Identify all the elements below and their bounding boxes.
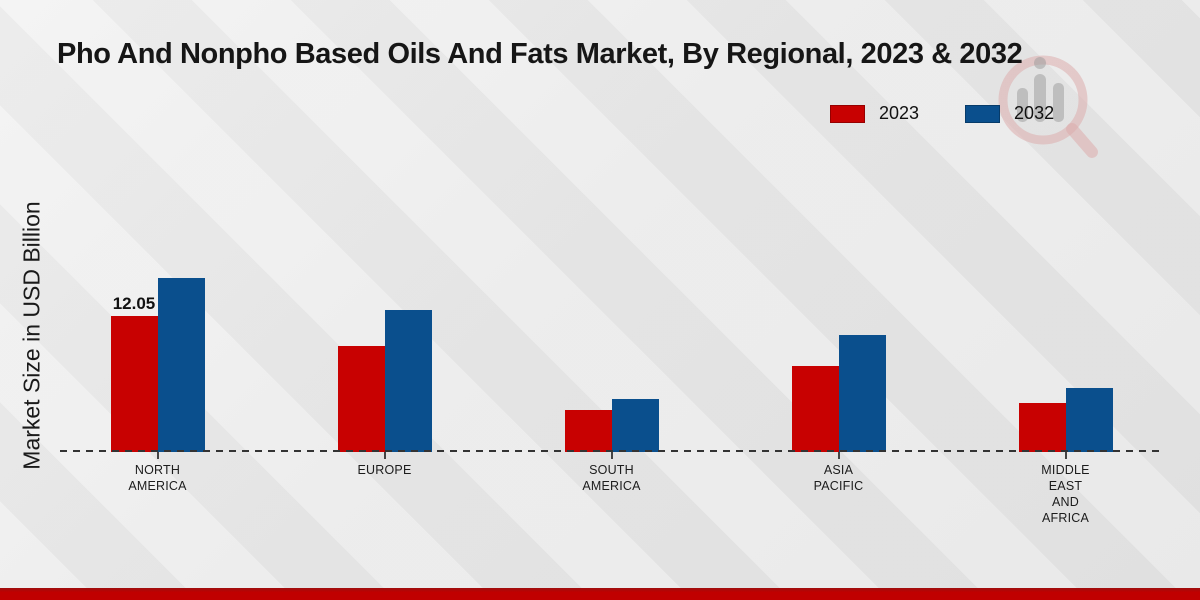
legend-label: 2023 [879, 103, 920, 123]
bar-2023-north-america [110, 316, 158, 452]
legend-label: 2032 [1014, 103, 1055, 123]
y-axis-label: Market Size in USD Billion [18, 201, 45, 470]
legend-swatch-2032 [965, 104, 1001, 123]
legend-swatch-2023 [830, 104, 865, 123]
bar-2023-asia-pacific [791, 366, 839, 452]
category-label-asia-pacific: ASIA PACIFIC [813, 463, 864, 493]
legend-item-2032: 2032 [965, 103, 1054, 124]
bottom-accent-strip [0, 588, 1200, 600]
x-axis-tick-europe [383, 452, 386, 459]
bar-2032-north-america [157, 278, 205, 452]
x-axis-dashed-baseline [60, 450, 1160, 452]
bar-2032-asia-pacific [838, 335, 886, 452]
x-axis-tick-north-america [156, 452, 159, 459]
bar-2023-south-america [564, 410, 612, 452]
category-label-europe: EUROPE [357, 463, 412, 477]
bar-2032-middle-east-and-africa [1065, 388, 1113, 452]
x-axis-tick-middle-east-and-africa [1064, 452, 1067, 459]
bar-2023-middle-east-and-africa [1018, 403, 1066, 452]
bar-2023-europe [337, 346, 385, 452]
x-axis-tick-asia-pacific [837, 452, 840, 459]
bar-2032-europe [384, 310, 432, 452]
chart-title: Pho And Nonpho Based Oils And Fats Marke… [57, 38, 1023, 70]
legend-item-2023: 2023 [830, 103, 919, 124]
legend: 2023 2032 [830, 103, 1054, 124]
category-label-south-america: SOUTH AMERICA [582, 463, 641, 493]
bar-2032-south-america [611, 399, 659, 452]
value-label-2023-north-america: 12.05 [112, 294, 156, 313]
category-label-north-america: NORTH AMERICA [128, 463, 187, 493]
magnifier-bar-chart-watermark-icon [998, 55, 1098, 158]
x-axis-tick-south-america [610, 452, 613, 459]
category-label-middle-east-and-africa: MIDDLE EAST AND AFRICA [1041, 463, 1090, 525]
